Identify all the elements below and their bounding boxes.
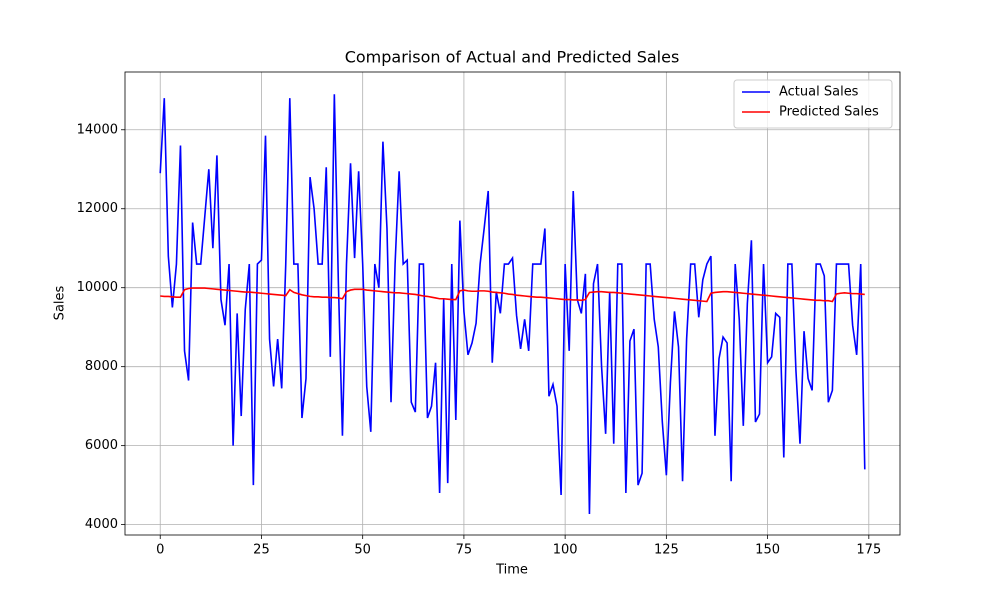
x-axis-label: Time: [495, 563, 528, 578]
x-tick-label: 50: [354, 543, 371, 558]
x-tick-label: 25: [253, 543, 270, 558]
y-tick-label: 12000: [77, 201, 118, 216]
legend-label: Actual Sales: [779, 85, 859, 100]
y-tick-label: 6000: [85, 438, 118, 453]
x-tick-label: 75: [456, 543, 473, 558]
y-axis-label: Sales: [53, 285, 68, 320]
x-tick-label: 150: [755, 543, 780, 558]
y-tick-label: 4000: [85, 517, 118, 532]
x-tick-label: 0: [156, 543, 164, 558]
legend-label: Predicted Sales: [779, 105, 879, 120]
line-series: [159, 94, 866, 514]
line-series: [160, 287, 865, 303]
chart-title: Comparison of Actual and Predicted Sales: [345, 48, 680, 67]
x-tick-label: 100: [553, 543, 578, 558]
x-tick-label: 125: [654, 543, 679, 558]
plot-frame: [124, 71, 901, 536]
y-tick-label: 14000: [77, 122, 118, 137]
y-tick-label: 8000: [85, 359, 118, 374]
x-tick-label: 175: [856, 543, 881, 558]
legend-box: [733, 79, 893, 129]
y-tick-label: 10000: [77, 280, 118, 295]
